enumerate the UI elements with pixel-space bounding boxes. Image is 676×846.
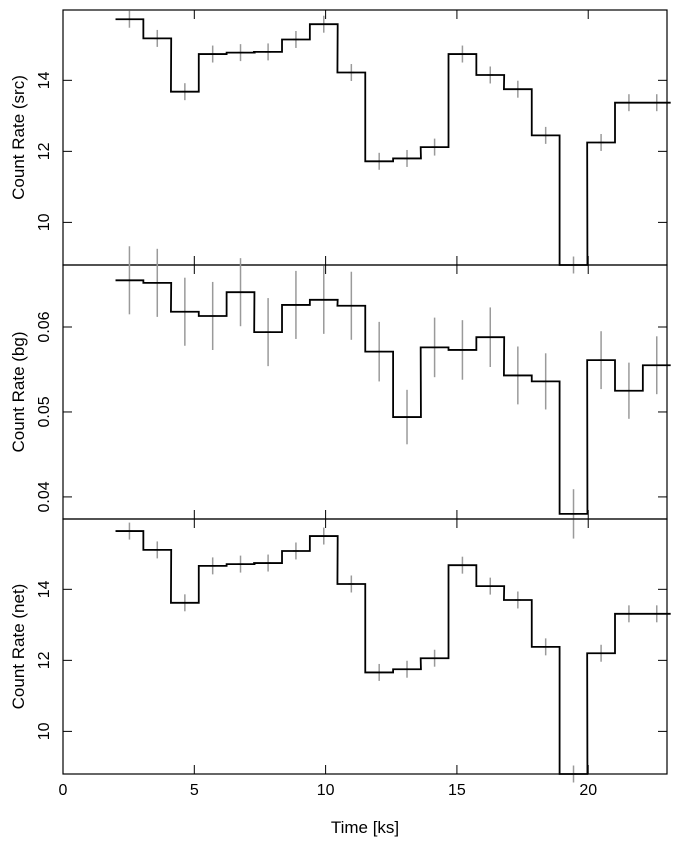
y-tick-label: 0.06 xyxy=(36,311,53,342)
step-series-2 xyxy=(115,279,671,515)
x-tick-label: 15 xyxy=(448,782,466,799)
x-tick-label: 0 xyxy=(59,782,68,799)
x-axis-label: Time [ks] xyxy=(331,818,399,837)
y-tick-label: 12 xyxy=(36,142,53,160)
y-tick-label: 12 xyxy=(36,651,53,669)
y-tick-label: 14 xyxy=(36,71,53,89)
panel-frame-3 xyxy=(62,518,668,775)
y-tick-label: 0.05 xyxy=(36,396,53,427)
y-tick-label: 10 xyxy=(36,213,53,231)
x-tick-label: 5 xyxy=(190,782,199,799)
panel-frame-2 xyxy=(62,264,668,520)
y-tick-label: 14 xyxy=(36,580,53,598)
y-tick-label: 0.04 xyxy=(36,481,53,512)
step-series-3 xyxy=(115,530,671,775)
x-tick-label: 10 xyxy=(317,782,335,799)
y-tick-label: 10 xyxy=(36,722,53,740)
step-series-1 xyxy=(115,18,671,266)
y-axis-label: Count Rate (net) xyxy=(9,584,28,710)
x-tick-label: 20 xyxy=(579,782,597,799)
y-axis-label: Count Rate (bg) xyxy=(9,332,28,453)
y-axis-label: Count Rate (src) xyxy=(9,75,28,200)
